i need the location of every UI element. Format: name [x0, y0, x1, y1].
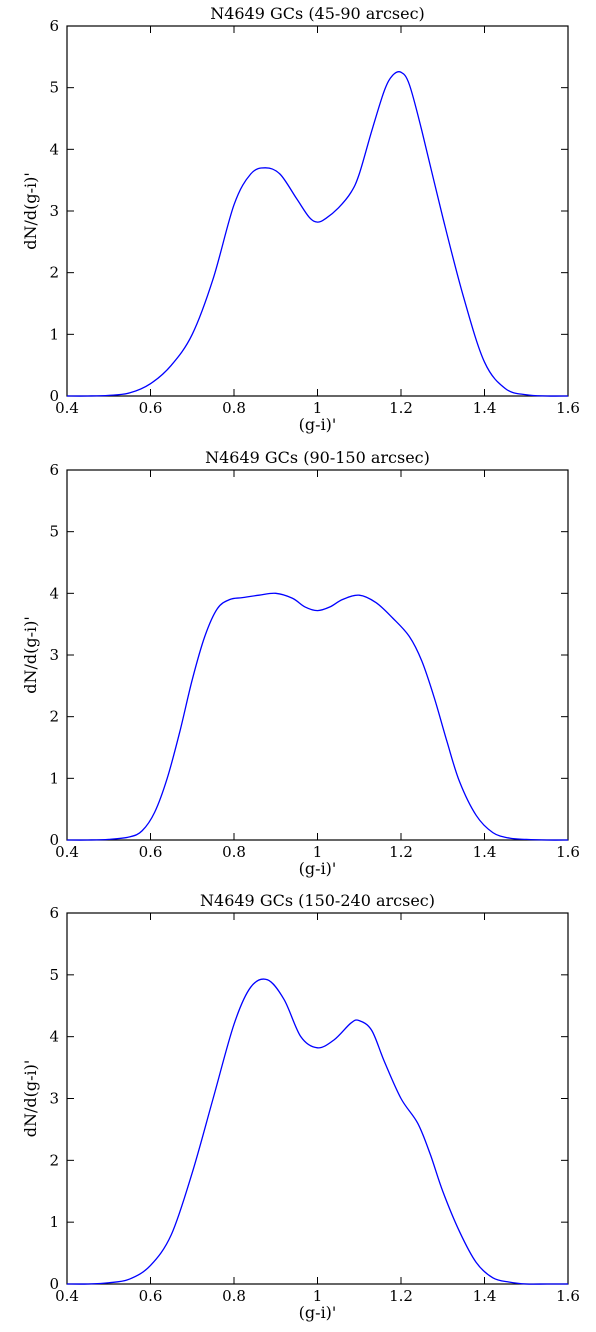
chart-panel-2: 0.4 0.6 0.8 1 1.2 1.4 1.6 0 1 2 3 4 5 6 N4649 GCs (90-…	[21, 448, 580, 878]
y-tick-label: 3	[49, 202, 59, 220]
y-tick-label: 3	[49, 1090, 59, 1108]
x-tick-label: 0.6	[139, 843, 163, 861]
series-line-1	[66, 592, 569, 841]
x-axis-label: (g-i)'	[299, 1303, 337, 1322]
series-line-1	[66, 71, 569, 397]
x-axis-label: (g-i)'	[299, 415, 337, 434]
x-tick-label: 1	[313, 843, 323, 861]
x-tick-label: 1.4	[473, 843, 497, 861]
plot-frame	[66, 912, 569, 1285]
y-tick-label: 6	[49, 17, 59, 35]
y-tick-label: 0	[49, 387, 59, 405]
y-tick-label: 2	[49, 264, 59, 282]
y-tick-label: 1	[49, 769, 59, 787]
x-tick-label: 0.6	[139, 399, 163, 417]
chart-panel-1: 0.4 0.6 0.8 1 1.2 1.4 1.6 0 1 2 3 4 5 6 N4649 GCs (45-…	[21, 4, 580, 434]
y-tick-label: 4	[49, 140, 59, 158]
y-axis-label: dN/d(g-i)'	[21, 1060, 40, 1138]
y-tick-label: 6	[49, 904, 59, 922]
y-tick-label: 6	[49, 461, 59, 479]
y-tick-label: 5	[49, 523, 59, 541]
y-tick-label: 1	[49, 1213, 59, 1231]
chart-panel-3: 0.4 0.6 0.8 1 1.2 1.4 1.6 0 1 2 3 4 5 6 N4649 GCs (150…	[21, 891, 580, 1322]
x-tick-label: 0.4	[55, 1287, 79, 1305]
x-tick-label: 0.8	[222, 1287, 246, 1305]
chart-title: N4649 GCs (45-90 arcsec)	[210, 4, 425, 23]
y-tick-label: 2	[49, 708, 59, 726]
x-tick-label: 0.4	[55, 843, 79, 861]
plot-frame	[66, 25, 569, 397]
y-axis-label: dN/d(g-i)'	[21, 172, 40, 250]
y-axis-label: dN/d(g-i)'	[21, 616, 40, 694]
x-tick-label: 1.4	[473, 1287, 497, 1305]
x-tick-label: 1.2	[389, 1287, 413, 1305]
y-tick-label: 2	[49, 1151, 59, 1169]
y-tick-label: 4	[49, 584, 59, 602]
chart-title: N4649 GCs (150-240 arcsec)	[200, 891, 435, 910]
x-tick-label: 0.8	[222, 399, 246, 417]
y-tick-label: 3	[49, 646, 59, 664]
y-tick-label: 0	[49, 1275, 59, 1293]
y-tick-label: 4	[49, 1028, 59, 1046]
chart-title: N4649 GCs (90-150 arcsec)	[205, 448, 430, 467]
x-tick-label: 1.2	[389, 843, 413, 861]
y-tick-label: 1	[49, 325, 59, 343]
x-tick-label: 1.6	[556, 1287, 580, 1305]
x-tick-label: 0.4	[55, 399, 79, 417]
y-tick-label: 5	[49, 79, 59, 97]
x-tick-label: 1.6	[556, 399, 580, 417]
x-tick-label: 0.8	[222, 843, 246, 861]
y-tick-label: 5	[49, 966, 59, 984]
x-tick-label: 1.6	[556, 843, 580, 861]
x-tick-label: 1	[313, 1287, 323, 1305]
y-tick-label: 0	[49, 831, 59, 849]
x-tick-label: 0.6	[139, 1287, 163, 1305]
x-tick-label: 1.4	[473, 399, 497, 417]
series-line-1	[66, 978, 568, 1285]
x-axis-label: (g-i)'	[299, 859, 337, 878]
plot-frame	[66, 469, 569, 841]
x-tick-label: 1.2	[389, 399, 413, 417]
x-tick-label: 1	[313, 399, 323, 417]
